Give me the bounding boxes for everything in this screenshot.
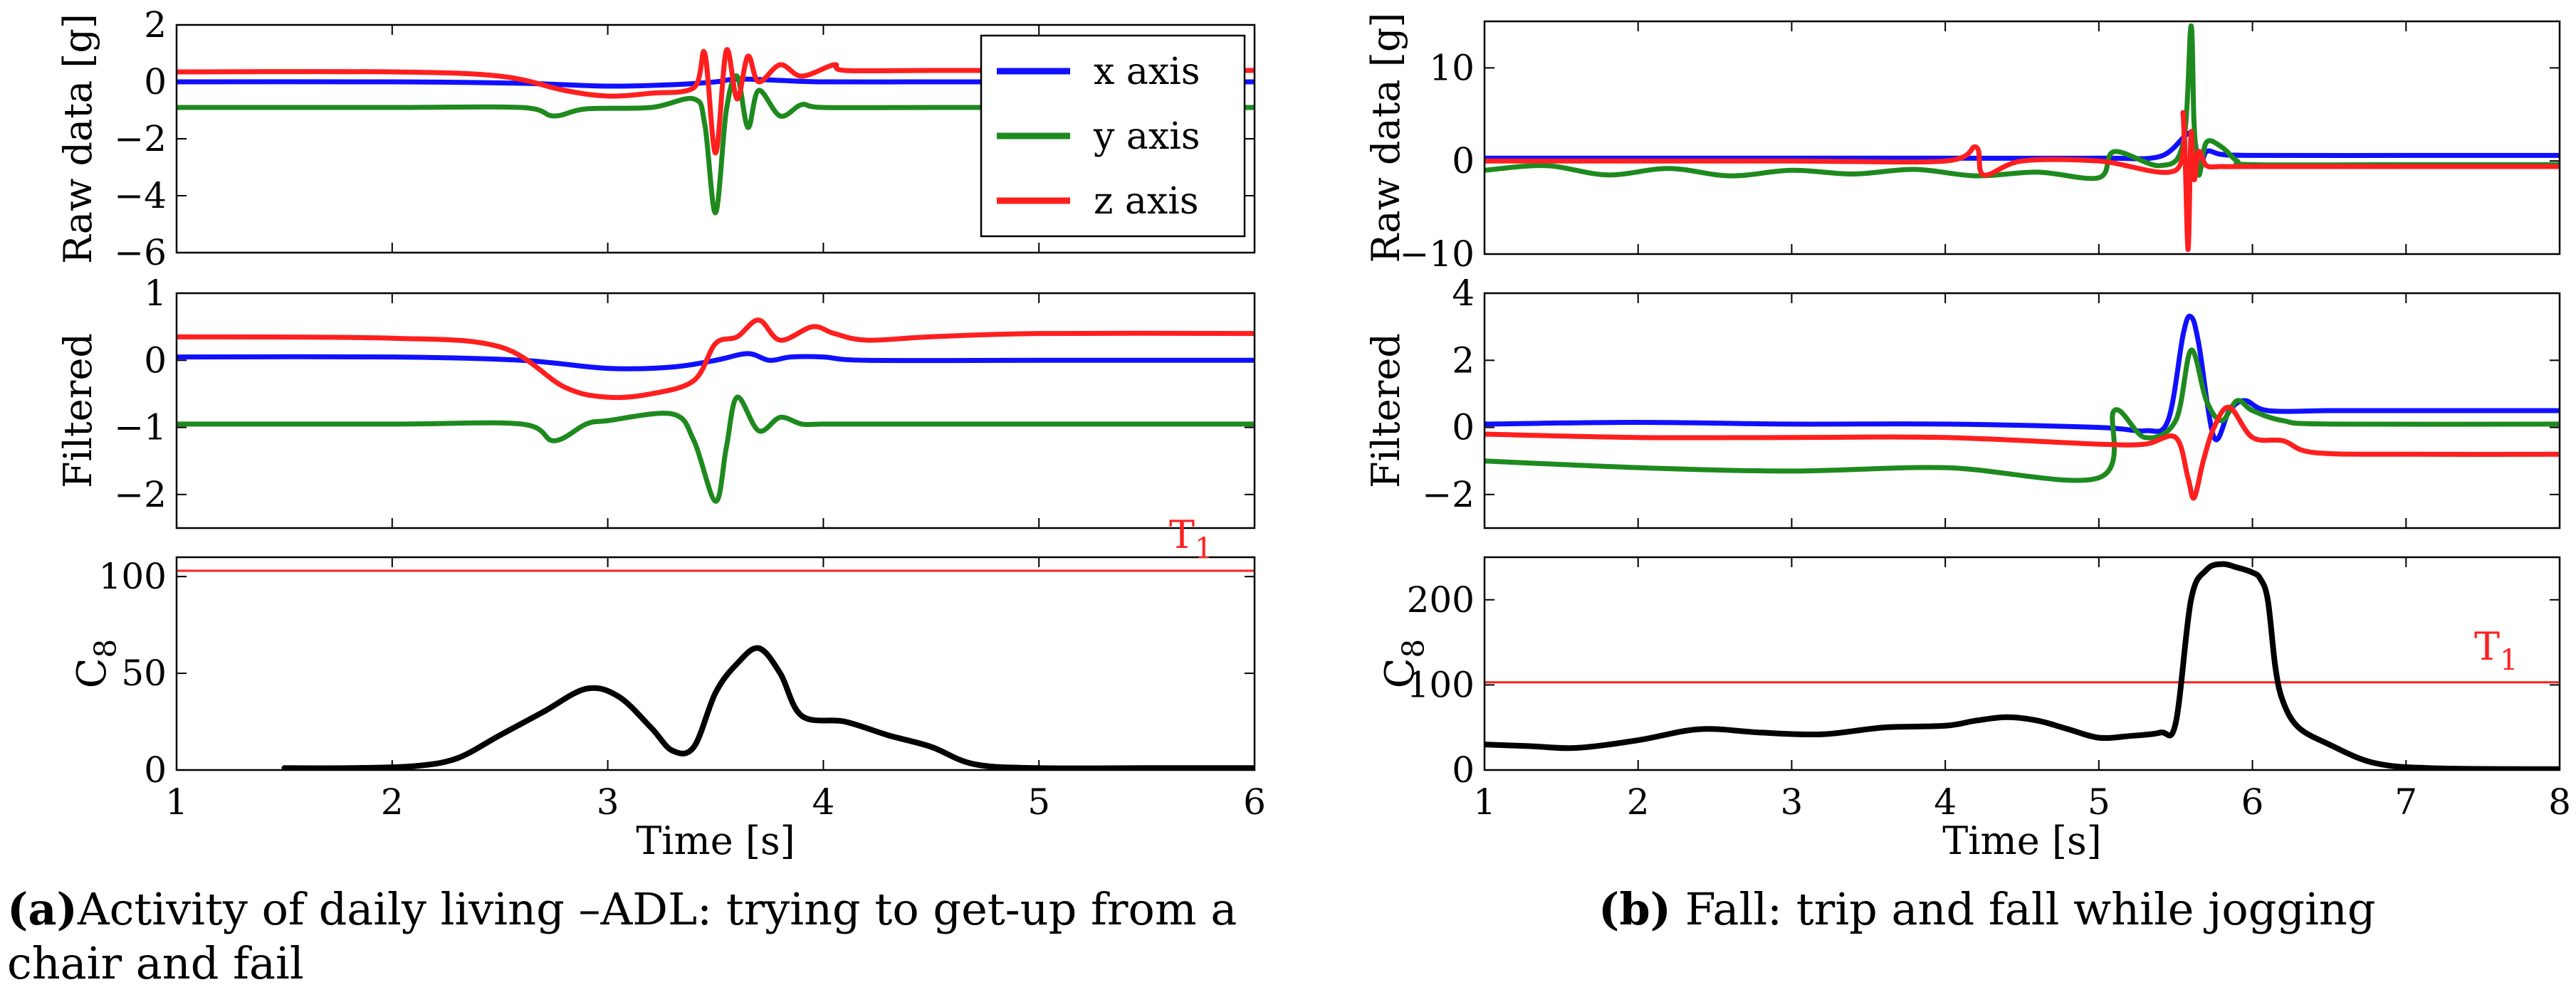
y-tick-label-b-raw: 0 <box>1452 140 1475 181</box>
caption-b: (b) Fall: trip and fall while jogging <box>1598 882 2524 937</box>
series-z-axis-b-raw <box>1485 110 2560 253</box>
series-z-axis-a-raw <box>177 47 1255 156</box>
series-C8-a-c8 <box>281 645 1255 770</box>
y-tick-label-b-filt: 4 <box>1452 273 1475 314</box>
series-x-axis-b-filt <box>1485 313 2560 443</box>
caption-a-text: Activity of daily living –ADL: trying to… <box>7 883 1237 989</box>
y-axis-label-b-raw: Raw data [g] <box>1363 12 1408 263</box>
y-axis-label-a-raw: Raw data [g] <box>56 14 100 264</box>
y-axis-label-b-filt: Filtered <box>1363 333 1408 488</box>
y-tick-label-b-c8: 0 <box>1452 749 1475 791</box>
x-tick-label-b-c8: 4 <box>1934 781 1957 823</box>
x-tick-label-b-c8: 5 <box>2088 781 2110 823</box>
axes-frame-a-c8 <box>175 556 1256 771</box>
axes-frame-b-c8 <box>1483 556 2561 771</box>
y-axis-label-a-c8: C8 <box>69 639 123 689</box>
legend-label-x: x axis <box>1094 51 1200 93</box>
x-tick-label-a-c8: 6 <box>1243 781 1266 823</box>
x-tick-label-a-c8: 3 <box>597 781 619 823</box>
y-tick-label-a-c8: 0 <box>144 749 167 791</box>
series-y-axis-a-raw <box>177 73 1255 216</box>
x-axis-label-b-c8: Time [s] <box>1942 818 2101 863</box>
y-tick-label-a-raw: −4 <box>114 175 167 216</box>
y-tick-label-b-c8: 200 <box>1407 579 1475 621</box>
series-z-axis-a-filt <box>177 317 1255 401</box>
caption-b-label: (b) <box>1598 883 1672 935</box>
series-x-axis-a-filt <box>177 351 1255 371</box>
x-axis-label-a-c8: Time [s] <box>636 818 795 863</box>
y-axis-label-b-c8: C8 <box>1377 639 1431 689</box>
chart-b-filt: 4 2 0 −2 Filtered <box>1363 273 2561 529</box>
caption-b-text: Fall: trip and fall while jogging <box>1671 883 2376 935</box>
y-tick-label-a-raw: 0 <box>144 61 167 102</box>
axes-frame-a-filt <box>175 292 1256 529</box>
chart-a-c8: 100 50 01 2 3 4 5 6 Time [s] <box>99 556 1266 863</box>
series-y-axis-b-filt <box>1485 347 2560 483</box>
caption-a-label: (a) <box>7 883 78 935</box>
plot-area-b-raw <box>1485 21 2560 254</box>
axes-frame-a-raw <box>175 23 1256 254</box>
y-tick-label-a-raw: −6 <box>114 232 167 273</box>
caption-a: (a)Activity of daily living –ADL: trying… <box>7 882 1289 991</box>
y-tick-label-a-raw: 2 <box>144 4 167 46</box>
x-tick-label-a-c8: 1 <box>165 781 188 823</box>
y-tick-label-b-filt: 0 <box>1452 407 1475 448</box>
y-tick-label-a-c8: 100 <box>99 556 167 597</box>
chart-a-raw: 2 0 −2 −4 −6 Raw data [g] x axis y axis z axis <box>56 4 1256 273</box>
series-y-axis-b-raw <box>1485 23 2560 181</box>
plot-area-a-filt <box>177 293 1255 528</box>
series-x-axis-b-raw <box>1485 130 2560 174</box>
y-tick-label-b-c8: 100 <box>1407 664 1475 705</box>
legend-label-y: y axis <box>1093 115 1200 158</box>
plot-area-a-c8 <box>177 557 1255 770</box>
x-tick-label-b-c8: 3 <box>1781 781 1803 823</box>
threshold-label-b-c8: T1 <box>2474 624 2518 677</box>
y-tick-label-a-filt: −1 <box>114 407 167 448</box>
axes-frame-b-filt <box>1483 292 2561 529</box>
x-tick-label-a-c8: 4 <box>812 781 834 823</box>
x-tick-label-a-c8: 2 <box>381 781 404 823</box>
x-tick-label-b-c8: 7 <box>2394 781 2417 823</box>
y-tick-label-a-filt: −2 <box>114 474 167 515</box>
chart-a-filt: 1 0 −1 −2 Filtered <box>56 273 1256 529</box>
legend-label-z: z axis <box>1094 180 1199 223</box>
axes-frame-b-raw <box>1483 20 2561 255</box>
x-tick-label-a-c8: 5 <box>1027 781 1050 823</box>
legend: x axis y axis z axis <box>980 34 1246 238</box>
chart-b-c8: 200 100 01 2 3 4 5 6 7 8 Time [s] <box>1407 556 2571 863</box>
y-tick-label-a-filt: 0 <box>144 339 167 381</box>
y-tick-label-b-filt: 2 <box>1452 339 1475 381</box>
series-z-axis-b-filt <box>1485 404 2560 501</box>
y-axis-label-a-filt: Filtered <box>56 333 100 488</box>
series-y-axis-a-filt <box>177 394 1255 504</box>
series-C8-b-c8 <box>1485 561 2560 770</box>
y-tick-label-a-raw: −2 <box>114 118 167 159</box>
x-tick-label-b-c8: 2 <box>1627 781 1650 823</box>
y-tick-label-a-filt: 1 <box>144 273 167 314</box>
y-tick-label-b-raw: 10 <box>1429 47 1475 88</box>
y-tick-label-b-raw: −10 <box>1399 233 1475 275</box>
threshold-label-a-c8: T1 <box>1169 512 1213 565</box>
y-tick-label-b-filt: −2 <box>1422 474 1475 515</box>
x-tick-label-b-c8: 8 <box>2548 781 2571 823</box>
x-tick-label-b-c8: 1 <box>1473 781 1496 823</box>
x-tick-label-b-c8: 6 <box>2241 781 2264 823</box>
y-tick-label-a-c8: 50 <box>121 653 167 694</box>
